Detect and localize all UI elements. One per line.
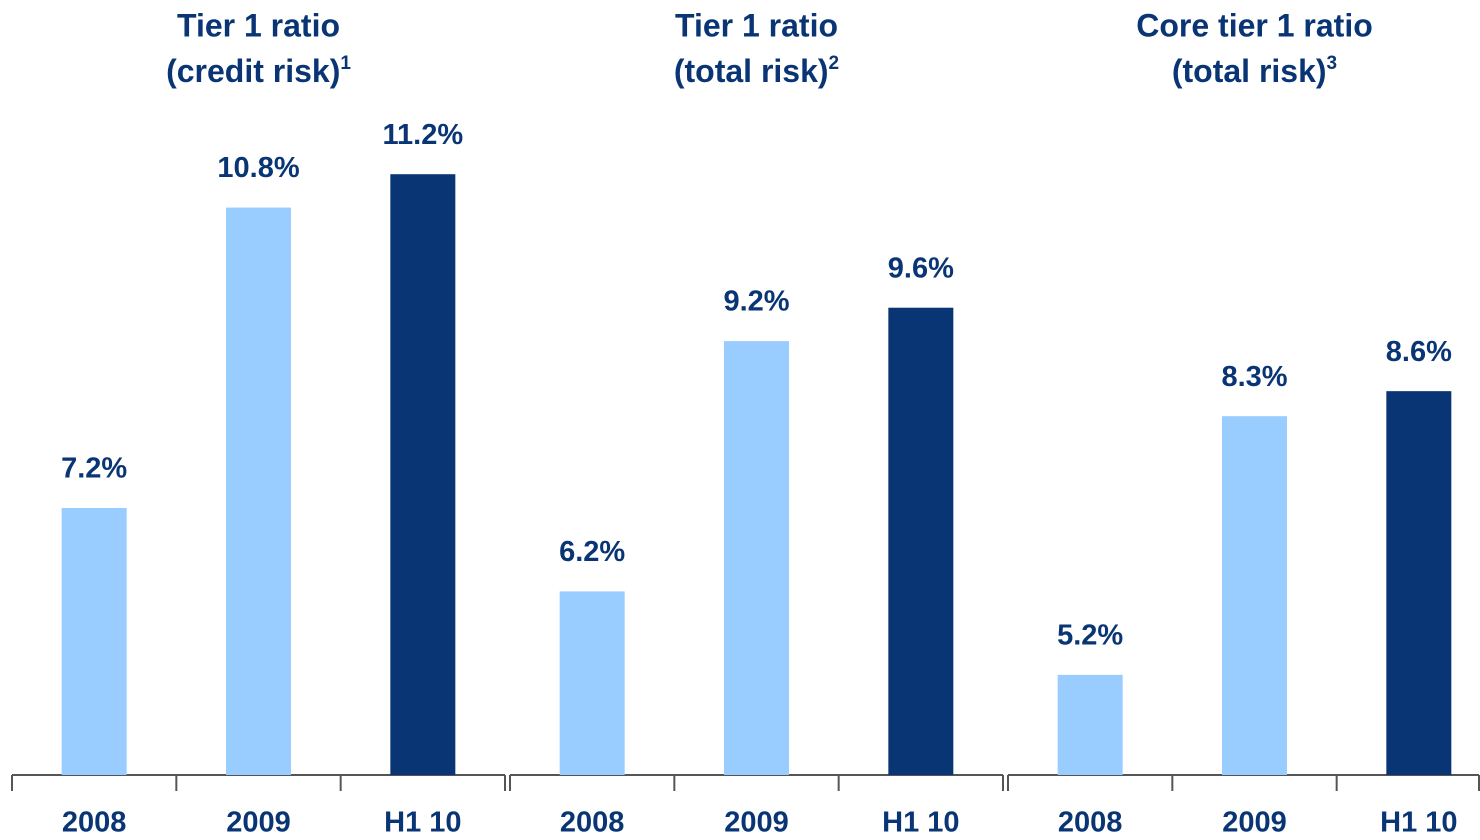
bar-chart: Tier 1 ratio (credit risk)1 7.2% 2008 10.8% 2… [11,7,506,839]
bar [559,591,625,775]
title-footnote: 3 [1327,53,1338,74]
value-label: 5.2% [1057,620,1123,652]
title-footnote: 2 [829,53,840,74]
x-tick-label: 2008 [1058,807,1123,839]
bar-chart: Tier 1 ratio (total risk)2 6.2% 2008 9.2% 200… [509,7,1004,839]
chart-subtitle: (total risk)3 [1172,53,1337,89]
chart-title: Tier 1 ratio [675,7,838,43]
x-tick-label: 2008 [62,807,127,839]
bar [888,307,954,775]
value-label: 11.2% [383,119,464,151]
x-tick-label: 2009 [724,807,789,839]
bar [61,507,127,775]
bar [724,341,789,775]
chart-subtitle: (credit risk)1 [166,53,351,89]
bar [1222,416,1287,775]
x-tick-label: 2008 [560,807,625,839]
subtitle-text: (total risk) [1172,53,1327,89]
value-label: 6.2% [559,536,625,568]
subtitle-text: (credit risk) [166,53,340,89]
x-tick-label: H1 10 [384,807,461,839]
bar [1057,674,1123,775]
bar [226,207,291,776]
value-label: 8.6% [1386,336,1452,368]
bar-chart: Core tier 1 ratio (total risk)3 5.2% 2008 8.… [1007,7,1480,839]
x-tick-label: H1 10 [1380,807,1457,839]
value-label: 9.6% [888,252,954,284]
chart-subtitle: (total risk)2 [674,53,839,89]
value-label: 9.2% [723,286,789,318]
x-tick-label: 2009 [1222,807,1287,839]
x-tick-label: H1 10 [882,807,959,839]
bar [1386,391,1452,775]
title-footnote: 1 [340,53,351,74]
value-label: 8.3% [1221,361,1287,393]
chart-title: Core tier 1 ratio [1136,7,1373,43]
x-tick-label: 2009 [226,807,291,839]
value-label: 10.8% [217,152,299,184]
chart-title: Tier 1 ratio [177,7,340,43]
subtitle-text: (total risk) [674,53,829,89]
value-label: 7.2% [61,453,127,485]
bar [390,174,456,775]
